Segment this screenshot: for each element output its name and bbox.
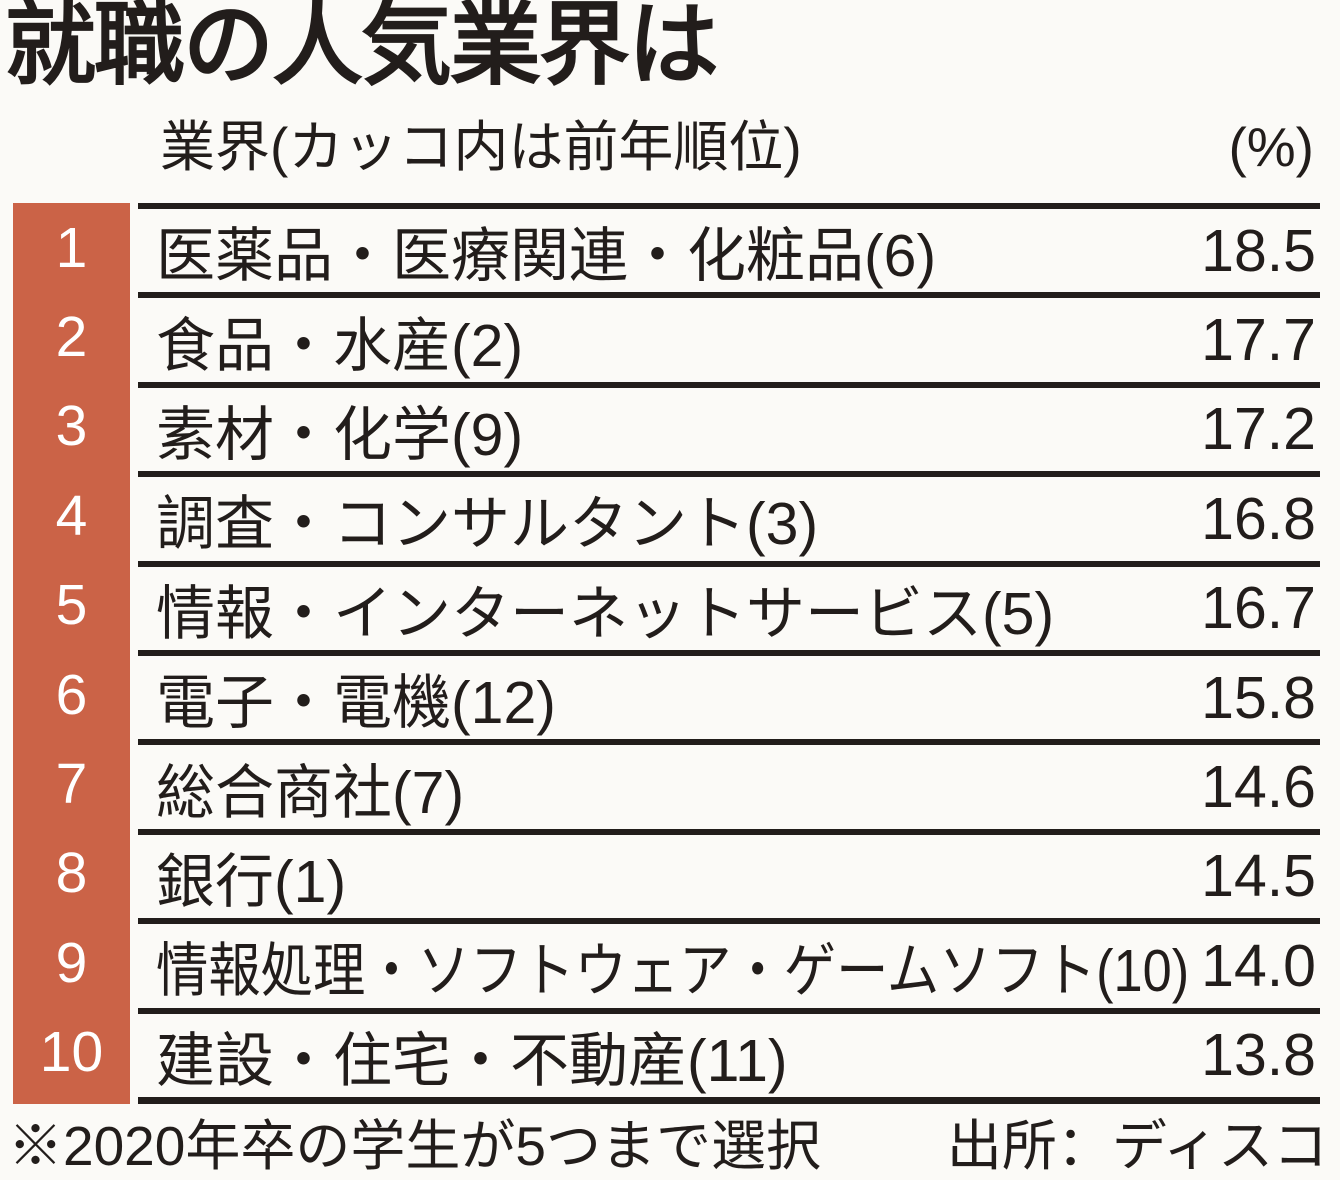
table-row: 電子・電機(12) 15.8	[138, 649, 1320, 740]
industry-label: 電子・電機(12)	[156, 670, 556, 737]
percent-value: 16.8	[1201, 485, 1316, 552]
rank-number: 9	[55, 930, 88, 995]
column-header: 業界(カッコ内は前年順位) (%)	[160, 114, 1314, 180]
percent-value: 18.5	[1201, 217, 1316, 284]
percent-value: 15.8	[1201, 664, 1316, 731]
footer: ※2020年卒の学生が5つまで選択 出所：ディスコ	[8, 1116, 1328, 1177]
industry-label-box: 総合商社(7)	[156, 745, 1189, 830]
industry-label: 情報処理・ソフトウェア・ゲームソフト(10)	[156, 938, 1190, 1005]
industry-label: 総合商社(7)	[156, 759, 465, 826]
industry-label: 医薬品・医療関連・化粧品(6)	[156, 223, 937, 290]
industry-label-box: 調査・コンサルタント(3)	[156, 476, 1189, 561]
industry-label-box: 情報・インターネットサービス(5)	[156, 566, 1189, 651]
percent-value: 14.5	[1201, 843, 1316, 910]
rank-number: 1	[55, 215, 88, 280]
table-row: 総合商社(7) 14.6	[138, 739, 1320, 828]
industry-label-box: 医薬品・医療関連・化粧品(6)	[156, 208, 1189, 293]
table-rows: 医薬品・医療関連・化粧品(6) 18.5 食品・水産(2) 17.7 素材・化学(9) 1…	[138, 203, 1320, 1104]
industry-label: 建設・住宅・不動産(11)	[156, 1027, 788, 1094]
rank-number: 2	[55, 305, 88, 370]
rank-number: 7	[55, 752, 88, 817]
rank-number: 4	[55, 483, 88, 548]
percent-value: 13.8	[1201, 1022, 1316, 1089]
industry-label: 情報・インターネットサービス(5)	[156, 580, 1055, 647]
table-row: 医薬品・医療関連・化粧品(6) 18.5	[138, 203, 1320, 292]
industry-label-box: 建設・住宅・不動産(11)	[156, 1013, 1189, 1098]
rank-number: 6	[55, 662, 88, 727]
rank-number: 5	[55, 573, 88, 638]
industry-label-box: 電子・電機(12)	[156, 655, 1189, 740]
industry-label-box: 食品・水産(2)	[156, 298, 1189, 383]
industry-label-box: 素材・化学(9)	[156, 387, 1189, 472]
table-row: 銀行(1) 14.5	[138, 828, 1320, 919]
industry-label: 調査・コンサルタント(3)	[156, 491, 819, 558]
percent-value: 17.2	[1201, 396, 1316, 463]
industry-label-box: 情報処理・ソフトウェア・ゲームソフト(10)	[156, 923, 1189, 1008]
percent-value: 16.7	[1201, 575, 1316, 642]
page-title: 就職の人気業界は	[5, 0, 719, 96]
column-header-industry: 業界(カッコ内は前年順位)	[160, 116, 802, 178]
rank-number: 10	[39, 1020, 104, 1085]
table-row: 調査・コンサルタント(3) 16.8	[138, 471, 1320, 560]
percent-value: 14.0	[1201, 932, 1316, 999]
table-row: 食品・水産(2) 17.7	[138, 292, 1320, 381]
footnote: ※2020年卒の学生が5つまで選択	[8, 1115, 821, 1177]
column-header-percent: (%)	[1228, 116, 1314, 178]
rank-column: 1 2 3 4 5 6 7 8 9 10	[13, 203, 130, 1104]
industry-label-box: 銀行(1)	[156, 834, 1189, 919]
percent-value: 17.7	[1201, 307, 1316, 374]
rank-number: 8	[55, 841, 88, 906]
ranking-table: 1 2 3 4 5 6 7 8 9 10 医薬品・医療関連・化粧品(6) 18.5 食品・水産(2) 1…	[13, 203, 1320, 1104]
table-row: 情報処理・ソフトウェア・ゲームソフト(10) 14.0	[138, 918, 1320, 1007]
industry-label: 銀行(1)	[156, 848, 347, 915]
percent-value: 14.6	[1201, 754, 1316, 821]
table-row: 建設・住宅・不動産(11) 13.8	[138, 1007, 1320, 1098]
source-credit: 出所：ディスコ	[946, 1115, 1328, 1177]
table-row: 情報・インターネットサービス(5) 16.7	[138, 560, 1320, 651]
table-row: 素材・化学(9) 17.2	[138, 381, 1320, 472]
rank-number: 3	[55, 394, 88, 459]
industry-label: 食品・水産(2)	[156, 312, 524, 379]
industry-label: 素材・化学(9)	[156, 401, 524, 468]
